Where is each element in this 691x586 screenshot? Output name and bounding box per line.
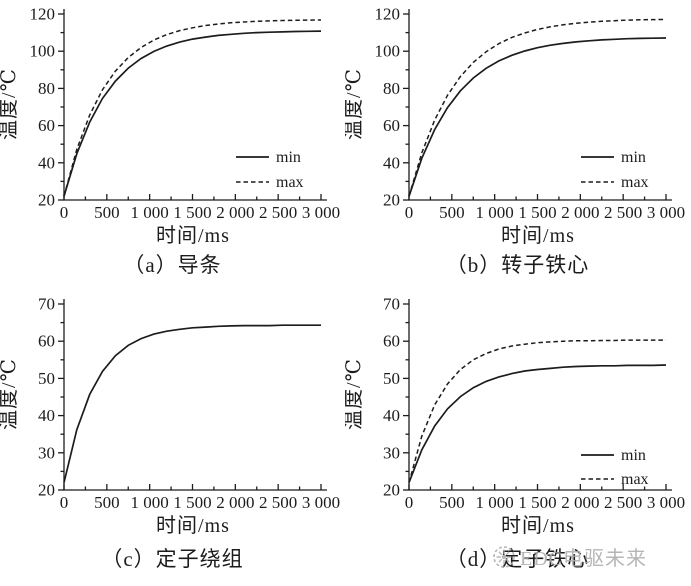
curve-max <box>63 19 322 197</box>
y-tick-label: 40 <box>38 153 55 172</box>
x-tick-label: 2 500 <box>259 203 297 222</box>
x-tick-label: 0 <box>60 493 69 512</box>
legend-label: min <box>621 149 646 166</box>
chart-caption: （a）导条 <box>123 253 222 277</box>
x-tick-label: 1 000 <box>476 493 514 512</box>
x-tick-label: 500 <box>94 493 120 512</box>
y-tick-label: 80 <box>383 79 400 98</box>
legend-label: max <box>621 471 649 488</box>
legend-label: min <box>276 149 301 166</box>
x-tick-label: 3 000 <box>302 493 340 512</box>
y-tick-label: 80 <box>38 79 55 98</box>
y-tick-label: 50 <box>38 369 55 388</box>
y-tick-label: 120 <box>30 5 56 24</box>
plot-area: 20 40 60 80 100 120 0 500 1 000 1 500 2 000 2 500 3 … <box>30 5 341 223</box>
y-tick-label: 60 <box>38 116 55 135</box>
chart-caption: （b）转子铁心 <box>445 253 590 277</box>
y-tick-label: 100 <box>375 42 401 61</box>
axes <box>63 9 327 201</box>
y-tick-label: 120 <box>375 5 401 24</box>
y-tick-label: 70 <box>38 295 55 314</box>
y-tick-label: 100 <box>30 42 56 61</box>
y-axis-label: 温度/℃ <box>0 68 20 140</box>
y-tick-label: 40 <box>383 153 400 172</box>
x-tick-label: 3 000 <box>647 493 685 512</box>
curve-max <box>408 18 667 197</box>
watermark-text: EDC电驱未来 <box>520 548 647 570</box>
y-axis-label: 温度/℃ <box>345 68 365 140</box>
x-tick-label: 3 000 <box>647 203 685 222</box>
y-tick-label: 60 <box>38 332 55 351</box>
y-tick-label: 60 <box>383 116 400 135</box>
y-tick-label: 30 <box>38 443 55 462</box>
x-axis-label: 时间/ms <box>156 224 230 247</box>
x-tick-label: 1 000 <box>476 203 514 222</box>
curve-min <box>408 364 667 483</box>
curve-temperature <box>63 324 321 483</box>
curve-min <box>408 37 667 197</box>
x-tick-label: 2 500 <box>259 493 297 512</box>
x-tick-label: 0 <box>60 203 69 222</box>
x-tick-label: 1 000 <box>131 493 169 512</box>
y-tick-label: 70 <box>383 295 400 314</box>
x-tick-label: 2 000 <box>561 203 599 222</box>
axes <box>408 9 672 201</box>
chart-caption: （c）定子绕组 <box>101 547 244 571</box>
legend-label: max <box>276 174 304 191</box>
x-axis-label: 时间/ms <box>501 224 575 247</box>
chart-caption: （d）定子铁心 <box>445 547 590 571</box>
edc-logo-icon <box>493 545 515 568</box>
y-tick-label: 40 <box>383 406 400 425</box>
curve-min <box>63 30 322 197</box>
x-axis-label: 时间/ms <box>501 514 575 537</box>
chart-b: 温度/℃ 时间/ms 20 40 60 80 100 120 0 500 1 000 1 500 2… <box>345 0 690 290</box>
y-tick-label: 20 <box>38 191 55 210</box>
y-tick-label: 20 <box>383 191 400 210</box>
x-tick-label: 1 000 <box>131 203 169 222</box>
y-tick-label: 50 <box>383 369 400 388</box>
x-tick-label: 2 000 <box>216 203 254 222</box>
plot-area: 20 40 60 80 100 120 0 500 1 000 1 500 2 000 2 500 3 … <box>375 5 686 223</box>
x-tick-label: 2 500 <box>604 493 642 512</box>
plot-area: 20 30 40 50 60 70 0 500 1 000 1 500 2 000 2 500 3 00… <box>383 295 685 513</box>
x-tick-label: 500 <box>439 203 465 222</box>
x-tick-label: 1 500 <box>518 493 556 512</box>
x-tick-label: 500 <box>94 203 120 222</box>
y-tick-label: 30 <box>383 443 400 462</box>
chart-c: 温度/℃ 时间/ms 20 30 40 50 60 70 0 500 1 000 1 500 2 0… <box>0 290 345 586</box>
legend-label: max <box>621 174 649 191</box>
y-tick-label: 20 <box>38 481 55 500</box>
x-tick-label: 2 500 <box>604 203 642 222</box>
x-tick-label: 0 <box>405 203 414 222</box>
legend-label: min <box>621 447 646 464</box>
x-tick-label: 1 500 <box>173 493 211 512</box>
y-tick-label: 40 <box>38 406 55 425</box>
x-tick-label: 1 500 <box>518 203 556 222</box>
x-tick-label: 0 <box>405 493 414 512</box>
plot-area: 20 30 40 50 60 70 0 500 1 000 1 500 2 000 2 500 3 00… <box>38 295 340 513</box>
chart-d: 温度/℃ 时间/ms 20 30 40 50 60 70 0 500 1 000 1 500 2 0… <box>345 290 690 586</box>
x-tick-label: 3 000 <box>302 203 340 222</box>
y-axis-label: 温度/℃ <box>345 358 365 430</box>
x-tick-label: 2 000 <box>561 493 599 512</box>
chart-a: 温度/℃ 时间/ms 20 40 60 80 100 120 0 500 1 000 1 500 2… <box>0 0 345 290</box>
y-tick-label: 20 <box>383 481 400 500</box>
chart-c-canvas: 温度/℃ 时间/ms 20 30 40 50 60 70 0 500 1 000 1 500 2 0… <box>0 295 340 538</box>
y-tick-label: 60 <box>383 332 400 351</box>
curve-max <box>408 339 666 483</box>
x-tick-label: 2 000 <box>216 493 254 512</box>
watermark: EDC电驱未来 <box>491 542 647 571</box>
y-axis-label: 温度/℃ <box>0 358 20 430</box>
chart-d-canvas: 温度/℃ 时间/ms 20 30 40 50 60 70 0 500 1 000 1 500 2 0… <box>345 295 685 538</box>
x-axis-label: 时间/ms <box>156 514 230 537</box>
x-tick-label: 1 500 <box>173 203 211 222</box>
x-tick-label: 500 <box>439 493 465 512</box>
